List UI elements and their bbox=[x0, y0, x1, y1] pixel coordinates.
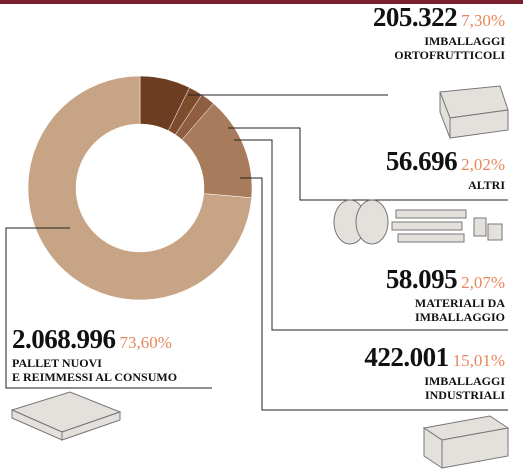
donut-segment bbox=[27, 75, 252, 301]
label-block: 2.068.996 73,60% PALLET NUOVI E REIMMESS… bbox=[12, 324, 177, 384]
leader-line bbox=[240, 177, 508, 411]
category-label: PALLET NUOVI E REIMMESSI AL CONSUMO bbox=[12, 356, 178, 384]
share-label: 2,07% bbox=[461, 273, 505, 292]
category-label: ALTRI bbox=[468, 178, 505, 192]
value-label: 2.068.996 bbox=[12, 324, 116, 354]
share-label: 7,30% bbox=[461, 11, 505, 30]
label-block: 56.696 2,02% ALTRI bbox=[386, 146, 505, 192]
box-icon bbox=[422, 415, 510, 469]
label-block: 58.095 2,07% MATERIALI DA IMBALLAGGIO bbox=[386, 264, 505, 324]
value-label: 422.001 bbox=[364, 342, 449, 372]
spool-icon bbox=[333, 199, 503, 245]
leader-lines bbox=[5, 94, 508, 411]
label-block: 205.322 7,30% IMBALLAGGI ORTOFRUTTICOLI bbox=[373, 2, 505, 62]
share-label: 15,01% bbox=[452, 351, 505, 370]
pallet-icon bbox=[10, 391, 122, 441]
share-label: 73,60% bbox=[119, 333, 172, 352]
value-label: 56.696 bbox=[385, 146, 458, 176]
category-label: IMBALLAGGI INDUSTRIALI bbox=[424, 374, 505, 402]
leader-line bbox=[5, 227, 212, 389]
icons bbox=[10, 85, 510, 469]
share-label: 2,02% bbox=[461, 155, 505, 174]
value-label: 58.095 bbox=[385, 264, 458, 294]
value-label: 205.322 bbox=[372, 2, 458, 32]
label-block: 422.001 15,01% IMBALLAGGI INDUSTRIALI bbox=[364, 342, 505, 402]
leader-line bbox=[234, 139, 508, 331]
category-label: IMBALLAGGI ORTOFRUTTICOLI bbox=[394, 34, 505, 62]
leader-line bbox=[228, 127, 508, 201]
top-bar bbox=[0, 0, 523, 4]
crate-icon bbox=[439, 85, 509, 139]
category-label: MATERIALI DA IMBALLAGGIO bbox=[414, 296, 505, 324]
